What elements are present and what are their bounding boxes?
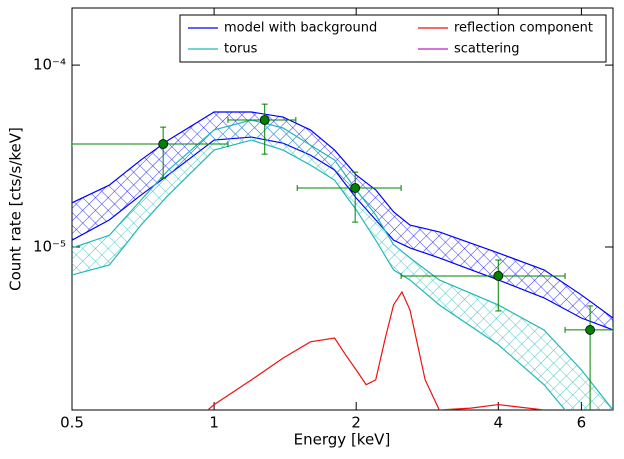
x-tick-label: 0.5 bbox=[60, 414, 84, 432]
data-point bbox=[158, 139, 169, 149]
data-point bbox=[493, 271, 504, 281]
legend-label: reflection component bbox=[454, 21, 593, 36]
series-line bbox=[72, 119, 613, 410]
band-hatch bbox=[72, 112, 613, 330]
y-axis-label: Count rate [cts/s/keV] bbox=[7, 127, 25, 291]
legend-label: scattering bbox=[454, 42, 520, 57]
x-tick-label: 2 bbox=[351, 414, 361, 432]
x-tick-label: 4 bbox=[494, 414, 504, 432]
data-point bbox=[350, 183, 361, 193]
x-tick-label: 6 bbox=[577, 414, 587, 432]
legend-box bbox=[179, 14, 607, 63]
legend-label: torus bbox=[224, 42, 258, 57]
plot-area bbox=[72, 103, 613, 410]
x-tick-label: 1 bbox=[209, 414, 219, 432]
x-axis-label: Energy [keV] bbox=[294, 431, 391, 449]
data-point bbox=[585, 325, 595, 335]
band-lower bbox=[72, 139, 566, 410]
band-hatch bbox=[72, 120, 613, 410]
legend-label: model with background bbox=[224, 21, 377, 36]
data-point bbox=[259, 115, 270, 125]
series-line bbox=[207, 290, 545, 410]
y-tick-label: 10⁻⁵ bbox=[33, 237, 66, 255]
y-tick-label: 10⁻⁴ bbox=[33, 56, 66, 74]
